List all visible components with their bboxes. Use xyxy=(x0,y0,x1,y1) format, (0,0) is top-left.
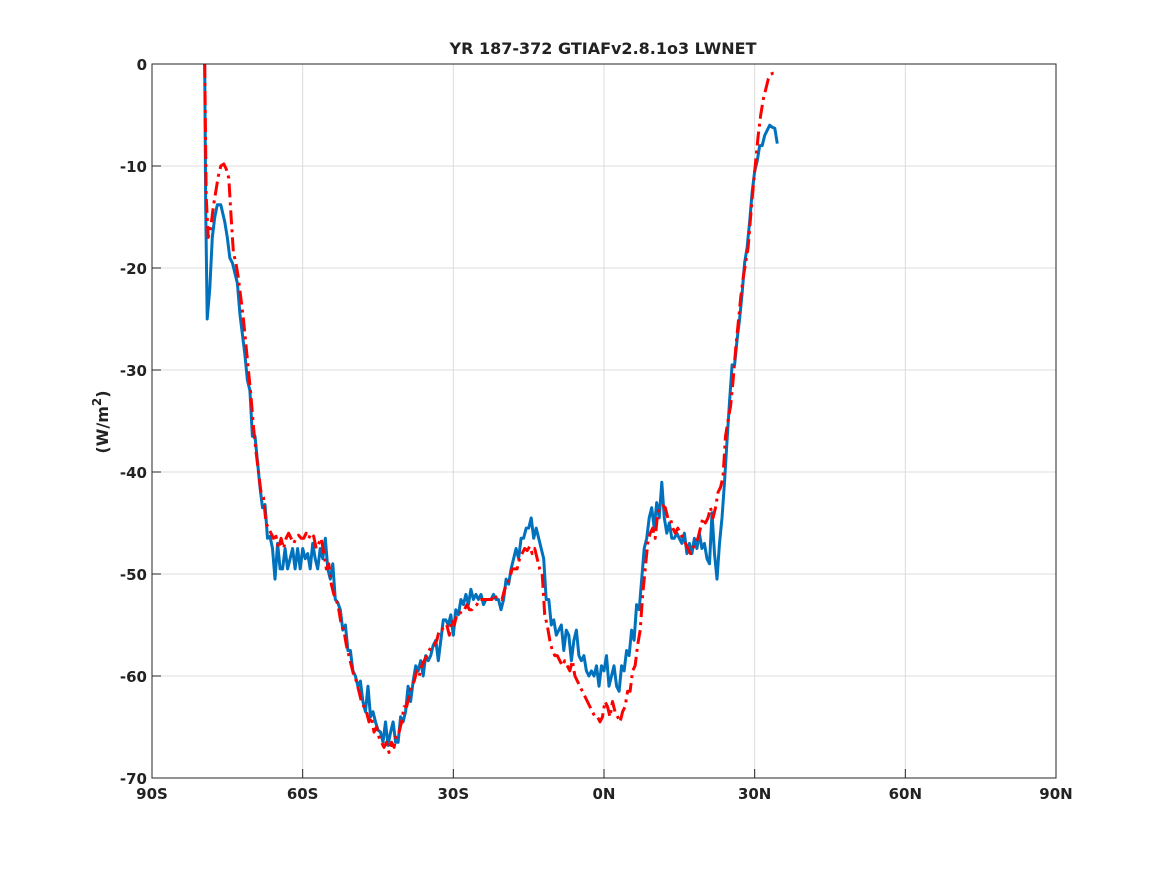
x-tick-label: 60S xyxy=(287,785,319,803)
x-tick-label: 90S xyxy=(136,785,168,803)
grid xyxy=(151,63,1057,779)
y-axis-label-superscript: 2 xyxy=(90,398,104,406)
chart-title: YR 187-372 GTIAFv2.8.1o3 LWNET xyxy=(448,39,756,58)
y-axis-label-close: ) xyxy=(93,390,112,397)
y-tick-label: -10 xyxy=(120,158,147,176)
x-tick-label: 30N xyxy=(738,785,771,803)
y-axis: 0 -10 -20 -30 -40 -50 -60 -70 xyxy=(120,56,161,788)
y-tick-label: -40 xyxy=(120,464,147,482)
y-tick-label: -60 xyxy=(120,668,147,686)
x-axis: 90S 60S 30S 0N 30N 60N 90N xyxy=(136,769,1073,803)
plot-area xyxy=(203,63,779,754)
y-axis-label: (W/m2) xyxy=(90,390,112,453)
x-tick-label: 0N xyxy=(593,785,616,803)
y-tick-label: -50 xyxy=(120,566,147,584)
x-tick-label: 60N xyxy=(889,785,922,803)
y-tick-label: -30 xyxy=(120,362,147,380)
y-tick-label: -70 xyxy=(120,770,147,788)
series-line-dashdot xyxy=(203,63,778,754)
x-tick-label: 30S xyxy=(437,785,469,803)
y-tick-label: -20 xyxy=(120,260,147,278)
x-tick-label: 90N xyxy=(1039,785,1072,803)
y-tick-label: 0 xyxy=(137,56,147,74)
y-axis-label-unit: (W/m xyxy=(93,406,112,453)
